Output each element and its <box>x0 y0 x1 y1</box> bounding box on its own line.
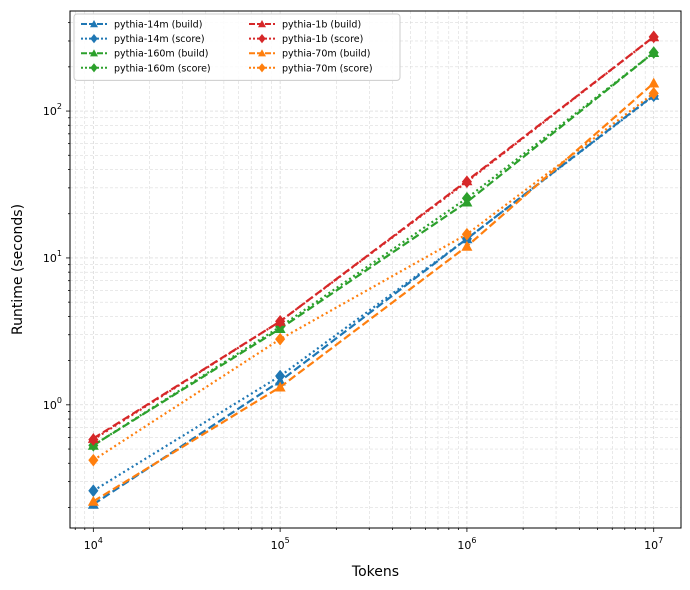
legend-box <box>73 13 401 81</box>
diamond-point <box>88 453 99 467</box>
legend-marker <box>258 20 266 28</box>
legend-marker <box>90 49 98 57</box>
series-line <box>92 35 655 440</box>
triangle-point <box>461 240 473 251</box>
legend-marker <box>258 34 266 44</box>
legend-item: pythia-1b (build) <box>249 20 361 31</box>
legend-item: pythia-160m (build) <box>81 49 208 60</box>
legend-label: pythia-70m (build) <box>282 49 370 60</box>
legend-marker <box>90 34 98 44</box>
legend-label: pythia-1b (build) <box>282 20 361 31</box>
y-tick-label: 101 <box>43 249 62 265</box>
legend-item: pythia-1b (score) <box>249 34 363 45</box>
series-pythia-14m-score <box>88 89 659 498</box>
x-tick-label: 106 <box>457 536 476 552</box>
series-line <box>92 94 655 506</box>
triangle-point <box>87 495 99 506</box>
diamond-point <box>648 46 659 59</box>
legend-label: pythia-14m (build) <box>114 20 202 31</box>
legend-label: pythia-70m (score) <box>282 63 373 74</box>
series-pythia-160m-score <box>88 46 659 452</box>
legend-marker <box>258 49 266 57</box>
legend-marker <box>90 20 98 28</box>
x-tick-label: 104 <box>84 536 103 552</box>
diamond-point <box>275 332 286 346</box>
diamond-point <box>88 433 99 446</box>
plot-frame <box>69 10 682 529</box>
legend-item: pythia-14m (score) <box>81 34 205 45</box>
y-tick-label: 100 <box>43 396 62 412</box>
series-line <box>92 94 655 492</box>
diamond-point <box>275 315 286 328</box>
x-axis-label: Tokens <box>351 564 399 580</box>
x-tick-label: 107 <box>644 536 663 552</box>
y-axis-label: Runtime (seconds) <box>10 204 26 335</box>
series-pythia-70m-build <box>87 77 660 506</box>
diamond-point <box>648 30 659 44</box>
diamond-point <box>461 227 472 241</box>
plot-series <box>87 30 660 509</box>
grid <box>70 11 681 528</box>
triangle-point <box>648 77 660 88</box>
diamond-point <box>461 191 472 205</box>
diamond-point <box>461 175 472 189</box>
y-tick-label: 102 <box>43 102 62 118</box>
axis-ticks: 104 105 106 107 100 101 102 <box>43 22 663 552</box>
series-pythia-1b-score <box>88 30 659 446</box>
series-pythia-70m-score <box>88 87 659 467</box>
legend-label: pythia-160m (score) <box>114 63 211 74</box>
legend-label: pythia-1b (score) <box>282 34 363 45</box>
legend-marker <box>90 63 98 73</box>
series-line <box>92 82 655 503</box>
diamond-point <box>275 369 286 383</box>
series-line <box>92 51 655 447</box>
series-line <box>92 35 655 441</box>
series-line <box>92 92 655 462</box>
diamond-point <box>648 87 659 100</box>
legend-label: pythia-14m (score) <box>114 34 205 45</box>
series-pythia-1b-build <box>87 31 660 443</box>
legend-item: pythia-70m (score) <box>249 63 373 74</box>
legend-item: pythia-14m (build) <box>81 20 202 31</box>
legend-item: pythia-70m (build) <box>249 49 370 60</box>
legend: pythia-14m (build) pythia-14m (score) pyth… <box>73 13 401 81</box>
x-tick-label: 105 <box>271 536 290 552</box>
legend-item: pythia-160m (score) <box>81 63 211 74</box>
diamond-point <box>88 484 99 498</box>
legend-label: pythia-160m (build) <box>114 49 208 60</box>
triangle-point <box>274 381 286 392</box>
legend-marker <box>258 63 266 73</box>
